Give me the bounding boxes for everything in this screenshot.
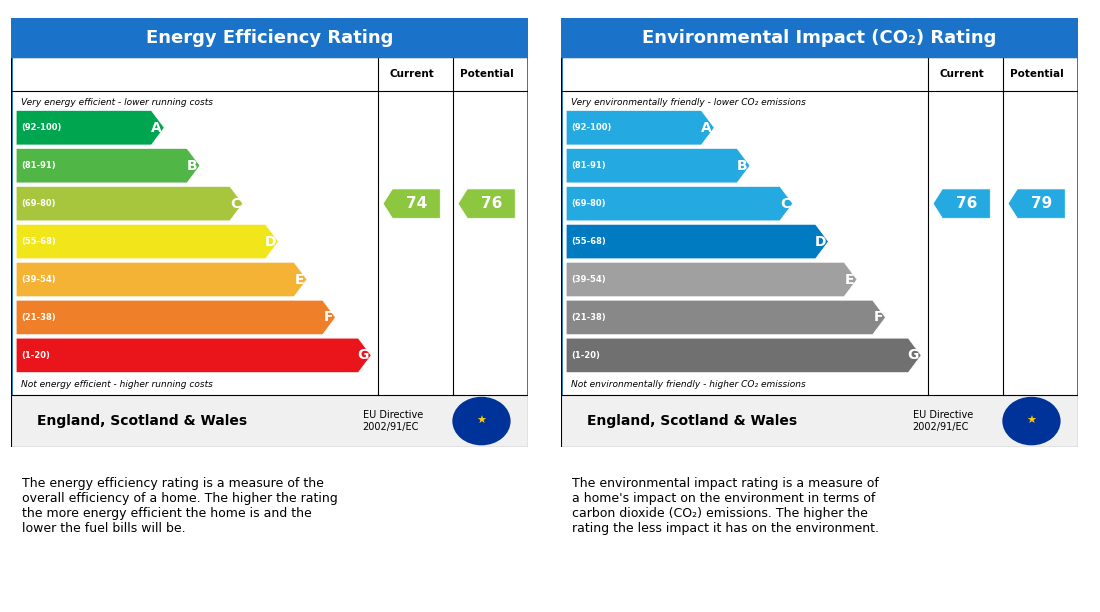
FancyBboxPatch shape [11, 18, 528, 447]
Text: C: C [780, 196, 790, 211]
Text: Energy Efficiency Rating: Energy Efficiency Rating [146, 29, 393, 47]
Polygon shape [16, 338, 371, 373]
Text: (21-38): (21-38) [21, 313, 56, 322]
Text: D: D [814, 234, 826, 248]
Text: A: A [151, 121, 162, 135]
Polygon shape [566, 110, 714, 145]
Text: The environmental impact rating is a measure of
a home's impact on the environme: The environmental impact rating is a mea… [572, 477, 879, 536]
Polygon shape [566, 186, 793, 221]
Text: E: E [845, 272, 855, 286]
Text: EU Directive
2002/91/EC: EU Directive 2002/91/EC [363, 410, 422, 432]
Polygon shape [16, 224, 278, 259]
Text: F: F [873, 310, 883, 324]
Text: G: G [908, 348, 918, 362]
Circle shape [453, 398, 510, 444]
Text: (39-54): (39-54) [571, 275, 606, 284]
Polygon shape [566, 149, 750, 183]
Text: (39-54): (39-54) [21, 275, 56, 284]
Polygon shape [458, 189, 515, 218]
Text: (81-91): (81-91) [21, 161, 56, 170]
Text: The energy efficiency rating is a measure of the
overall efficiency of a home. T: The energy efficiency rating is a measur… [22, 477, 338, 536]
Text: Very environmentally friendly - lower CO₂ emissions: Very environmentally friendly - lower CO… [571, 97, 806, 106]
Text: Potential: Potential [460, 69, 514, 79]
Text: ★: ★ [1026, 416, 1036, 426]
Bar [11, 18, 528, 57]
Text: C: C [230, 196, 240, 211]
Text: (81-91): (81-91) [571, 161, 606, 170]
Text: 76: 76 [481, 196, 503, 211]
Polygon shape [566, 263, 857, 297]
Text: E: E [295, 272, 305, 286]
FancyBboxPatch shape [561, 18, 1078, 447]
Text: B: B [737, 159, 747, 173]
Text: (55-68): (55-68) [571, 237, 606, 246]
Text: F: F [323, 310, 333, 324]
Polygon shape [16, 110, 164, 145]
Text: Potential: Potential [1010, 69, 1064, 79]
Text: Not energy efficient - higher running costs: Not energy efficient - higher running co… [21, 380, 213, 389]
Text: 76: 76 [956, 196, 978, 211]
Text: (69-80): (69-80) [571, 199, 606, 208]
Text: Current: Current [939, 69, 984, 79]
Polygon shape [566, 338, 921, 373]
Polygon shape [933, 189, 990, 218]
Text: (21-38): (21-38) [571, 313, 606, 322]
Text: G: G [358, 348, 368, 362]
Text: (69-80): (69-80) [21, 199, 56, 208]
Text: D: D [264, 234, 276, 248]
Text: (55-68): (55-68) [21, 237, 56, 246]
Text: Not environmentally friendly - higher CO₂ emissions: Not environmentally friendly - higher CO… [571, 380, 806, 389]
Text: (1-20): (1-20) [21, 351, 51, 360]
Text: ★: ★ [476, 416, 486, 426]
Text: EU Directive
2002/91/EC: EU Directive 2002/91/EC [913, 410, 972, 432]
Polygon shape [566, 300, 886, 335]
Polygon shape [566, 224, 828, 259]
Text: England, Scotland & Wales: England, Scotland & Wales [587, 414, 797, 428]
Text: Environmental Impact (CO₂) Rating: Environmental Impact (CO₂) Rating [642, 29, 997, 47]
Text: (1-20): (1-20) [571, 351, 601, 360]
Polygon shape [16, 300, 336, 335]
Text: Current: Current [389, 69, 434, 79]
Text: A: A [701, 121, 712, 135]
Text: Very energy efficient - lower running costs: Very energy efficient - lower running co… [21, 97, 213, 106]
Bar [11, 395, 528, 447]
Polygon shape [383, 189, 440, 218]
Text: (92-100): (92-100) [21, 123, 62, 132]
Polygon shape [16, 186, 243, 221]
Text: 79: 79 [1031, 196, 1053, 211]
Text: B: B [187, 159, 197, 173]
Bar [561, 18, 1078, 57]
Circle shape [1003, 398, 1060, 444]
Text: 74: 74 [406, 196, 428, 211]
Text: (92-100): (92-100) [571, 123, 612, 132]
Polygon shape [1008, 189, 1065, 218]
Polygon shape [16, 263, 307, 297]
Bar [561, 395, 1078, 447]
Text: England, Scotland & Wales: England, Scotland & Wales [37, 414, 248, 428]
Polygon shape [16, 149, 200, 183]
